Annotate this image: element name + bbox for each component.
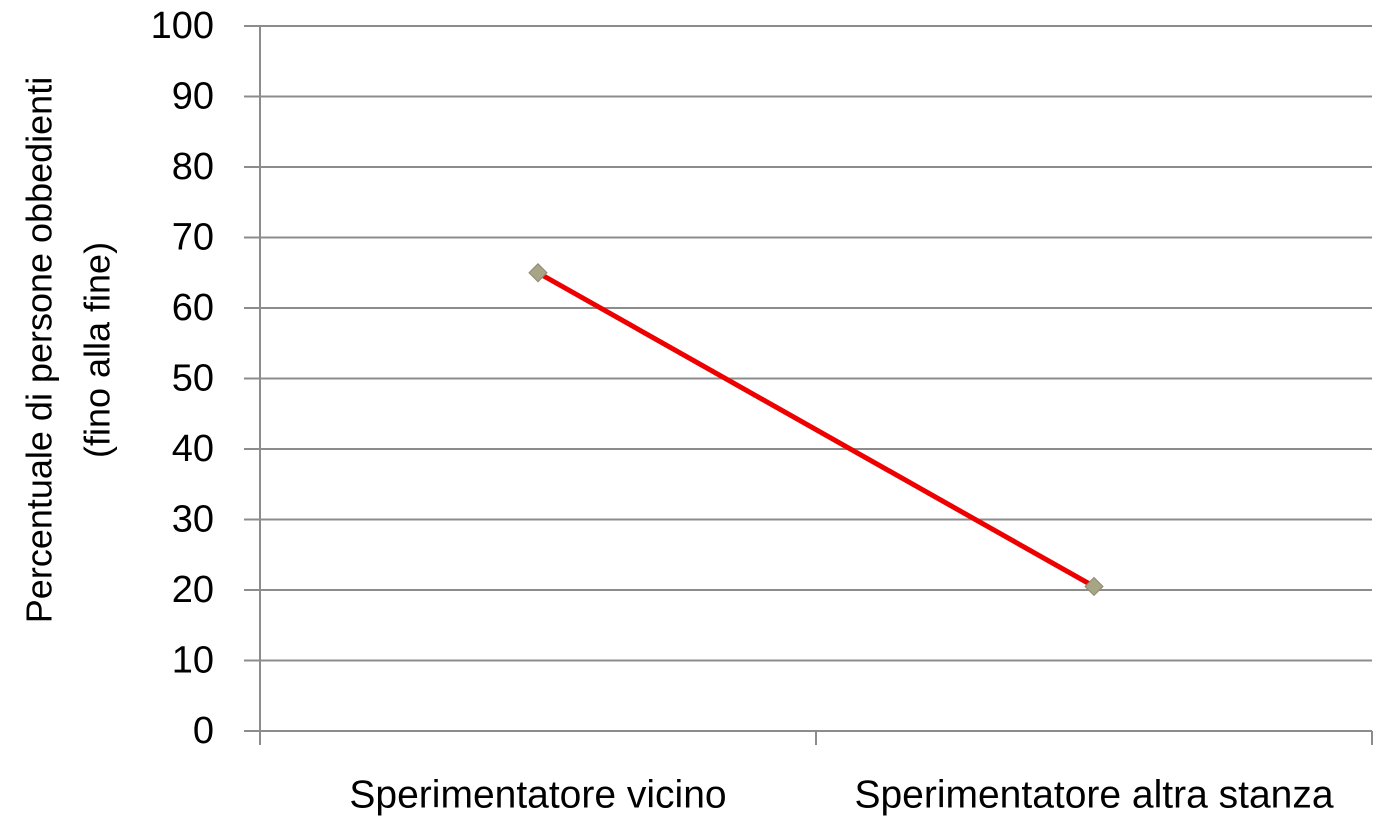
y-tick-label: 70 (172, 217, 214, 259)
y-tick-label: 20 (172, 569, 214, 611)
y-tick-label: 50 (172, 358, 214, 400)
x-tick-label: Sperimentatore altra stanza (854, 773, 1333, 816)
y-label-1: Percentuale di persone obbedienti (19, 77, 60, 623)
y-tick-label: 0 (193, 710, 214, 752)
y-tick-label: 80 (172, 146, 214, 188)
y-tick-label: 10 (172, 640, 214, 682)
y-tick-label: 90 (172, 76, 214, 118)
y-label-2: (fino alla fine) (77, 242, 118, 458)
line (536, 270, 1096, 589)
y-tick-label: 40 (172, 428, 214, 470)
marker (1084, 576, 1104, 597)
y-axis-label: (fino alla fine) (77, 242, 118, 458)
y-tick-label: 30 (172, 499, 214, 541)
y-tick-label: 100 (151, 5, 214, 47)
marker (528, 263, 548, 283)
y-tick-label: 60 (172, 287, 214, 329)
x-tick-label: Sperimentatore vicino (349, 773, 726, 816)
y-axis-label: Percentuale di persone obbedienti (19, 77, 60, 623)
